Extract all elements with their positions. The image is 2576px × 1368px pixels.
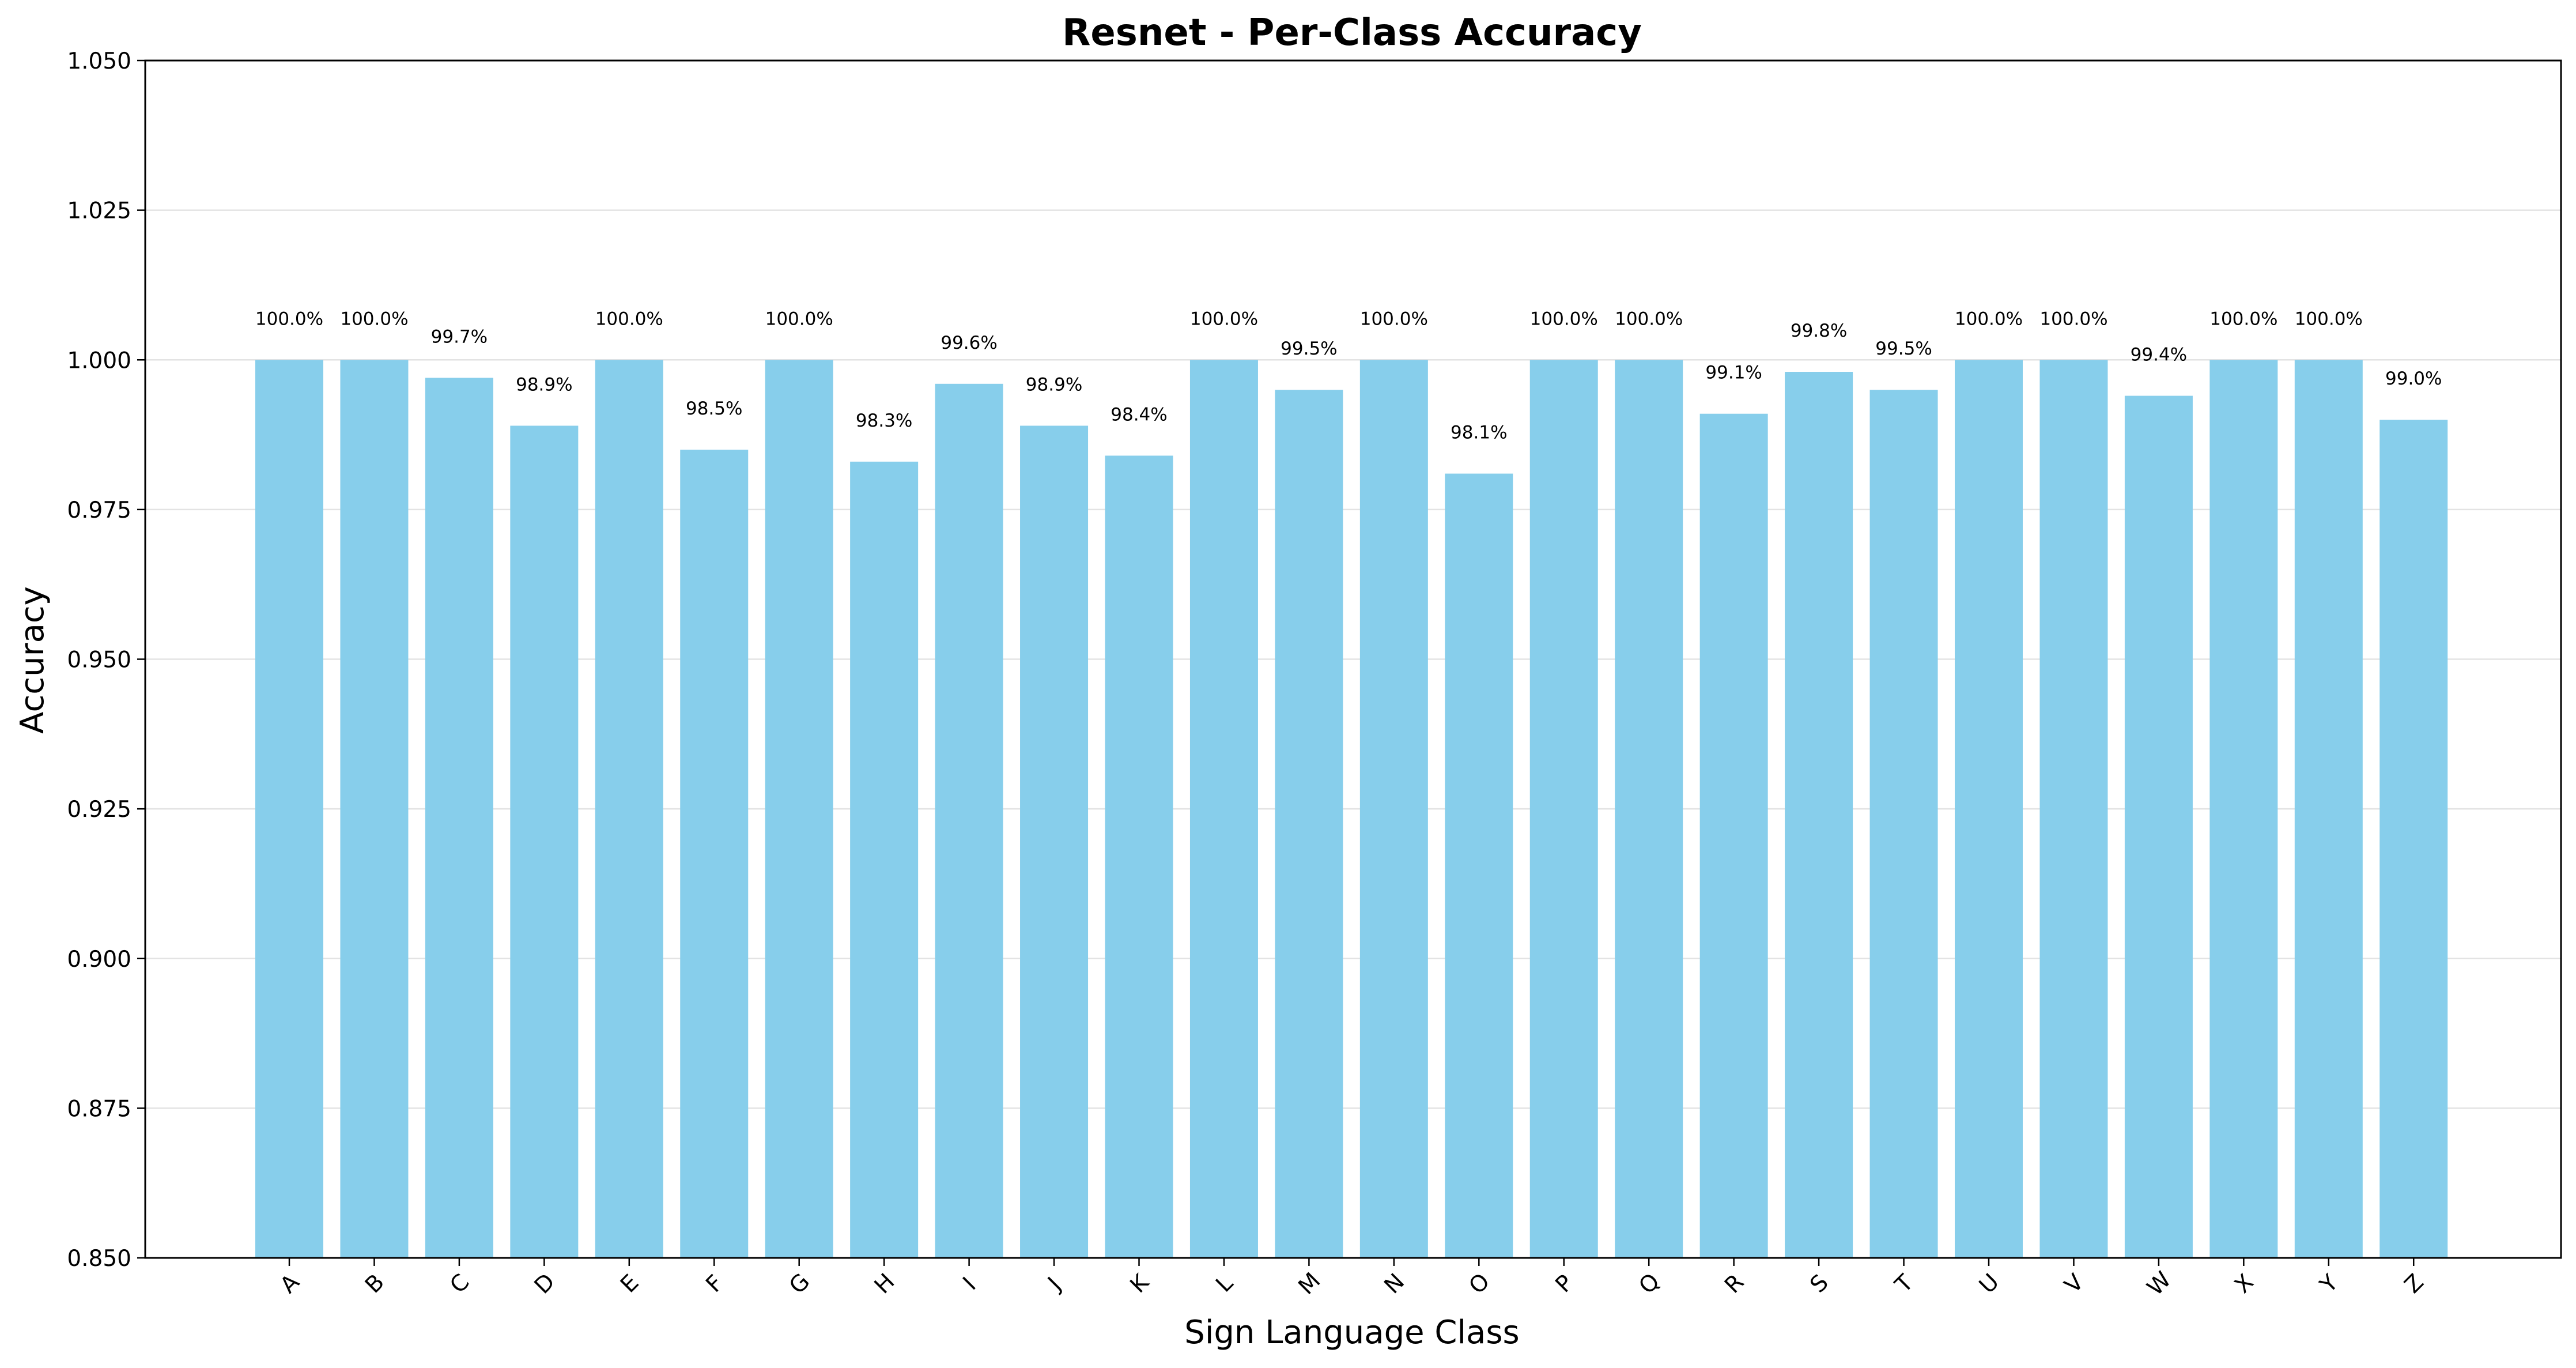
- x-tick-label: G: [784, 1268, 815, 1299]
- x-tick-label: N: [1380, 1269, 1410, 1299]
- x-tick-label: Q: [1634, 1268, 1665, 1299]
- x-tick-label: L: [1211, 1270, 1238, 1297]
- bar-value-label: 100.0%: [1360, 308, 1428, 329]
- bar-value-label: 99.1%: [1705, 363, 1762, 383]
- bar-x: [2209, 360, 2278, 1258]
- y-tick-label: 0.875: [67, 1096, 131, 1122]
- bar-u: [1955, 360, 2023, 1258]
- y-tick-label: 1.025: [67, 198, 131, 224]
- bar-y: [2294, 360, 2363, 1258]
- y-tick-label: 1.000: [67, 348, 131, 374]
- bar-w: [2124, 395, 2193, 1258]
- bar-e: [595, 360, 663, 1258]
- bar-value-label: 99.4%: [2131, 345, 2187, 365]
- bar-j: [1020, 425, 1089, 1258]
- x-tick-label: K: [1125, 1269, 1155, 1298]
- x-tick-label: D: [530, 1269, 560, 1299]
- x-tick-label: U: [1974, 1269, 2004, 1299]
- bar-r: [1699, 413, 1768, 1258]
- y-axis-label: Accuracy: [14, 586, 51, 734]
- bar-value-label: 100.0%: [2039, 308, 2107, 329]
- bar-z: [2379, 420, 2448, 1258]
- x-tick-label: Y: [2315, 1270, 2343, 1298]
- bar-f: [680, 450, 749, 1258]
- bar-b: [340, 360, 409, 1258]
- x-tick-label: W: [2142, 1267, 2176, 1301]
- bar-value-label: 100.0%: [1530, 308, 1598, 329]
- bar-h: [850, 461, 919, 1258]
- bar-i: [935, 383, 1003, 1258]
- bar-value-label: 99.5%: [1875, 338, 1932, 359]
- x-tick-label: S: [1805, 1269, 1833, 1298]
- y-tick-label: 0.950: [67, 647, 131, 673]
- bar-n: [1359, 360, 1428, 1258]
- x-tick-label: M: [1294, 1268, 1326, 1300]
- bar-value-label: 99.0%: [2385, 368, 2442, 389]
- x-tick-label: C: [445, 1269, 474, 1299]
- bar-value-label: 98.9%: [516, 374, 572, 395]
- bar-d: [510, 425, 579, 1258]
- bar-value-label: 98.9%: [1026, 374, 1082, 395]
- x-tick-label: V: [2060, 1269, 2089, 1298]
- bar-value-label: 100.0%: [255, 308, 323, 329]
- x-tick-label: P: [1551, 1270, 1578, 1298]
- bar-value-label: 98.1%: [1451, 423, 1507, 443]
- bar-l: [1189, 360, 1258, 1258]
- bar-value-label: 100.0%: [2209, 308, 2277, 329]
- y-tick-label: 1.050: [67, 48, 131, 74]
- x-tick-label: I: [958, 1272, 981, 1295]
- y-tick-label: 0.850: [67, 1246, 131, 1272]
- x-axis-label: Sign Language Class: [1184, 1314, 1519, 1351]
- bar-m: [1275, 390, 1343, 1258]
- bar-value-label: 100.0%: [1615, 308, 1683, 329]
- bar-value-label: 100.0%: [1190, 308, 1258, 329]
- bar-g: [765, 360, 833, 1258]
- grid-lines: [145, 59, 2561, 1259]
- y-tick-label: 0.925: [67, 797, 131, 823]
- y-axis-ticks: 0.850 0.875 0.900 0.925 0.950 0.975 1.000 1.025…: [67, 48, 145, 1272]
- bar-value-label: 99.5%: [1281, 338, 1337, 359]
- bar-value-label: 100.0%: [1955, 308, 2023, 329]
- y-tick-label: 0.900: [67, 947, 131, 973]
- bar-value-label: 100.0%: [595, 308, 663, 329]
- bar-a: [255, 360, 323, 1258]
- bar-value-label: 99.7%: [431, 326, 488, 347]
- bar-k: [1105, 455, 1173, 1258]
- bar-value-labels: 100.0% 100.0% 99.7% 98.9% 100.0% 98.5% 100.0% 9…: [255, 308, 2442, 443]
- x-tick-label: T: [1890, 1270, 1918, 1298]
- x-tick-label: J: [1042, 1272, 1066, 1297]
- bar-value-label: 100.0%: [2295, 308, 2363, 329]
- bar-value-label: 100.0%: [765, 308, 833, 329]
- bar-value-label: 99.6%: [940, 333, 997, 353]
- chart-title: Resnet - Per-Class Accuracy: [1062, 12, 1642, 54]
- x-tick-label: O: [1464, 1268, 1495, 1299]
- bar-o: [1445, 473, 1513, 1258]
- bar-value-label: 98.4%: [1111, 404, 1167, 425]
- bar-s: [1785, 372, 1853, 1258]
- bar-v: [2039, 360, 2108, 1258]
- x-tick-label: X: [2230, 1269, 2259, 1299]
- bar-p: [1529, 360, 1598, 1258]
- x-tick-label: A: [275, 1269, 305, 1298]
- bar-value-label: 98.3%: [856, 410, 912, 431]
- x-tick-label: Z: [2400, 1269, 2429, 1299]
- x-tick-label: B: [360, 1269, 390, 1299]
- x-axis-ticks: A B C D E F G H I J K L M N O P Q R S T U V W X Y Z: [275, 1258, 2429, 1301]
- bars: [255, 360, 2448, 1258]
- x-tick-label: F: [701, 1270, 728, 1298]
- x-tick-label: R: [1720, 1269, 1749, 1299]
- y-tick-label: 0.975: [67, 498, 131, 523]
- bar-q: [1615, 360, 1683, 1258]
- bar-value-label: 100.0%: [340, 308, 408, 329]
- bar-c: [425, 378, 493, 1258]
- bar-value-label: 99.8%: [1791, 321, 1847, 341]
- bar-value-label: 98.5%: [686, 398, 742, 419]
- x-tick-label: E: [615, 1269, 644, 1298]
- x-tick-label: H: [870, 1269, 900, 1299]
- bar-t: [1869, 390, 1938, 1258]
